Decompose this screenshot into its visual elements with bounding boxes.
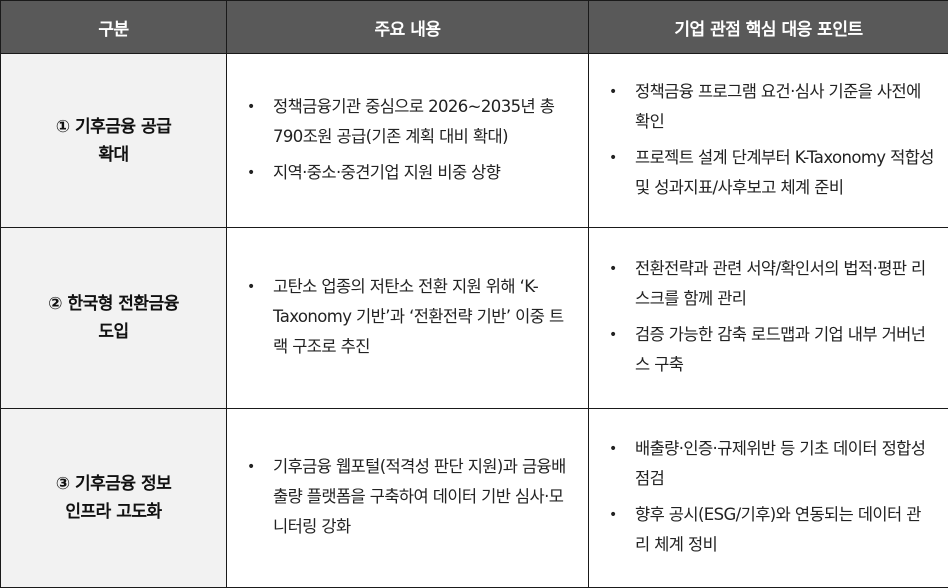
bullet-icon: • (247, 158, 255, 188)
category-line: 도입 (2, 318, 225, 346)
list-item: • 향후 공시(ESG/기후)와 연동되는 데이터 관리 체계 정비 (601, 500, 934, 560)
list-item: • 기후금융 웹포털(적격성 판단 지원)과 금융배출량 플랫폼을 구축하여 데이… (239, 452, 574, 542)
row-points: • 배출량·인증·규제위반 등 기초 데이터 정합성 점검 • 향후 공시(ESG/기… (589, 409, 948, 588)
row-content: • 기후금융 웹포털(적격성 판단 지원)과 금융배출량 플랫폼을 구축하여 데이… (227, 409, 589, 588)
list-item-text: 향후 공시(ESG/기후)와 연동되는 데이터 관리 체계 정비 (635, 505, 921, 554)
list-item-text: 프로젝트 설계 단계부터 K-Taxonomy 적합성 및 성과지표/사후보고 … (635, 148, 934, 197)
bullet-icon: • (609, 320, 617, 350)
list-item: • 배출량·인증·규제위반 등 기초 데이터 정합성 점검 (601, 434, 934, 494)
list-item: • 전환전략과 관련 서약/확인서의 법적·평판 리스크를 함께 관리 (601, 254, 934, 314)
bullet-icon: • (609, 434, 617, 464)
list-item-text: 배출량·인증·규제위반 등 기초 데이터 정합성 점검 (635, 439, 925, 488)
header-content: 주요 내용 (227, 1, 589, 54)
category-line: 확대 (2, 141, 225, 169)
content-list: • 기후금융 웹포털(적격성 판단 지원)과 금융배출량 플랫폼을 구축하여 데이… (239, 452, 574, 542)
list-item: • 정책금융기관 중심으로 2026~2035년 총 790조원 공급(기존 계획… (239, 92, 574, 152)
list-item: • 프로젝트 설계 단계부터 K-Taxonomy 적합성 및 성과지표/사후보고… (601, 143, 934, 203)
list-item: • 정책금융 프로그램 요건·심사 기준을 사전에 확인 (601, 77, 934, 137)
bullet-icon: • (609, 143, 617, 173)
bullet-icon: • (609, 254, 617, 284)
points-list: • 정책금융 프로그램 요건·심사 기준을 사전에 확인 • 프로젝트 설계 단계부터… (601, 77, 934, 203)
list-item-text: 지역·중소·중견기업 지원 비중 상향 (273, 163, 500, 182)
row-points: • 정책금융 프로그램 요건·심사 기준을 사전에 확인 • 프로젝트 설계 단계부터… (589, 54, 948, 228)
bullet-icon: • (609, 500, 617, 530)
content-list: • 정책금융기관 중심으로 2026~2035년 총 790조원 공급(기존 계획… (239, 92, 574, 188)
header-points: 기업 관점 핵심 대응 포인트 (589, 1, 948, 54)
points-list: • 배출량·인증·규제위반 등 기초 데이터 정합성 점검 • 향후 공시(ESG/기… (601, 434, 934, 560)
bullet-icon: • (247, 272, 255, 302)
list-item-text: 검증 가능한 감축 로드맵과 기업 내부 거버넌스 구축 (635, 325, 925, 374)
list-item-text: 전환전략과 관련 서약/확인서의 법적·평판 리스크를 함께 관리 (635, 259, 926, 308)
points-list: • 전환전략과 관련 서약/확인서의 법적·평판 리스크를 함께 관리 • 검증 가능… (601, 254, 934, 380)
header-category: 구분 (1, 1, 227, 54)
list-item-text: 정책금융 프로그램 요건·심사 기준을 사전에 확인 (635, 82, 921, 131)
bullet-icon: • (247, 452, 255, 482)
list-item-text: 고탄소 업종의 저탄소 전환 지원 위해 ‘K-Taxonomy 기반’과 ‘전… (273, 277, 564, 356)
list-item: • 고탄소 업종의 저탄소 전환 지원 위해 ‘K-Taxonomy 기반’과 ‘… (239, 272, 574, 362)
row-content: • 정책금융기관 중심으로 2026~2035년 총 790조원 공급(기존 계획… (227, 54, 589, 228)
bullet-icon: • (609, 77, 617, 107)
bullet-icon: • (247, 92, 255, 122)
row-content: • 고탄소 업종의 저탄소 전환 지원 위해 ‘K-Taxonomy 기반’과 ‘… (227, 228, 589, 409)
list-item-text: 기후금융 웹포털(적격성 판단 지원)과 금융배출량 플랫폼을 구축하여 데이터… (273, 457, 566, 536)
category-line: 인프라 고도화 (2, 498, 225, 526)
row-points: • 전환전략과 관련 서약/확인서의 법적·평판 리스크를 함께 관리 • 검증 가능… (589, 228, 948, 409)
category-line: ② 한국형 전환금융 (2, 290, 225, 318)
category-line: ① 기후금융 공급 (2, 113, 225, 141)
content-list: • 고탄소 업종의 저탄소 전환 지원 위해 ‘K-Taxonomy 기반’과 ‘… (239, 272, 574, 362)
category-line: ③ 기후금융 정보 (2, 470, 225, 498)
list-item: • 지역·중소·중견기업 지원 비중 상향 (239, 158, 574, 188)
list-item-text: 정책금융기관 중심으로 2026~2035년 총 790조원 공급(기존 계획 … (273, 97, 554, 146)
header-row: 구분 주요 내용 기업 관점 핵심 대응 포인트 (1, 1, 948, 54)
list-item: • 검증 가능한 감축 로드맵과 기업 내부 거버넌스 구축 (601, 320, 934, 380)
